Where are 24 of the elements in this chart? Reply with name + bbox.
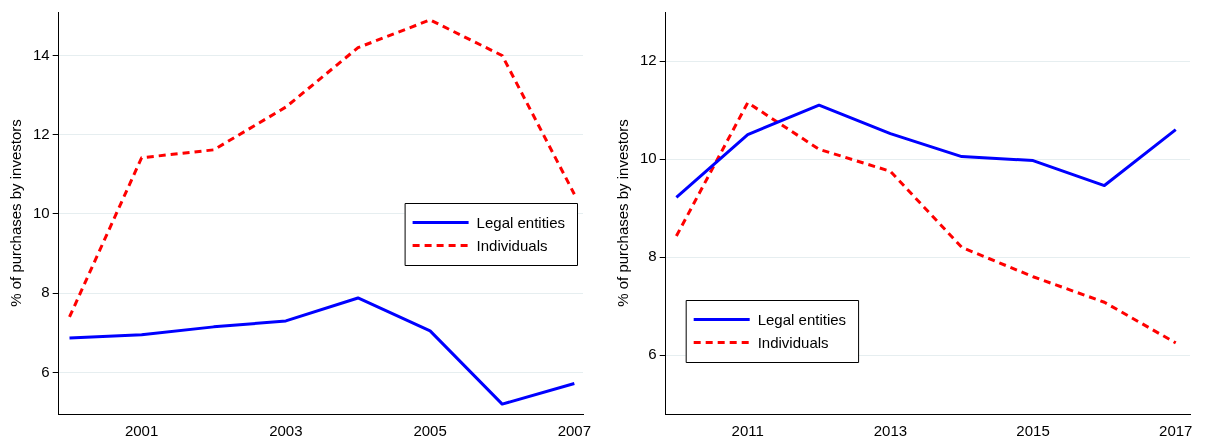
y-tick-label: 6 bbox=[648, 345, 657, 363]
legend-label: Legal entities bbox=[757, 310, 847, 328]
legend-label: Individuals bbox=[476, 236, 548, 254]
y-axis-title: % of purchases by investors bbox=[7, 119, 25, 307]
y-tick-label: 10 bbox=[640, 149, 657, 167]
x-tick-label: 2003 bbox=[269, 422, 303, 440]
x-tick-label: 2013 bbox=[873, 422, 908, 440]
x-tick-label: 2015 bbox=[1016, 422, 1050, 440]
line-series bbox=[68, 18, 576, 319]
y-tick-label: 14 bbox=[33, 45, 50, 63]
y-tick-label: 12 bbox=[33, 124, 50, 142]
y-tick-label: 12 bbox=[640, 51, 657, 69]
y-axis-title: % of purchases by investors bbox=[614, 119, 632, 307]
x-tick-label: 2017 bbox=[1159, 422, 1193, 440]
y-tick-label: 8 bbox=[648, 247, 657, 265]
x-tick-label: 2007 bbox=[557, 422, 592, 440]
x-tick-label: 2005 bbox=[413, 422, 447, 440]
x-tick-label: 2011 bbox=[731, 422, 764, 440]
y-tick-label: 10 bbox=[33, 204, 50, 222]
y-tick-label: 8 bbox=[41, 283, 50, 301]
y-tick-label: 6 bbox=[41, 362, 50, 380]
legend-label: Individuals bbox=[757, 333, 829, 351]
legend-label: Legal entities bbox=[476, 213, 566, 231]
x-tick-label: 2001 bbox=[124, 422, 159, 440]
